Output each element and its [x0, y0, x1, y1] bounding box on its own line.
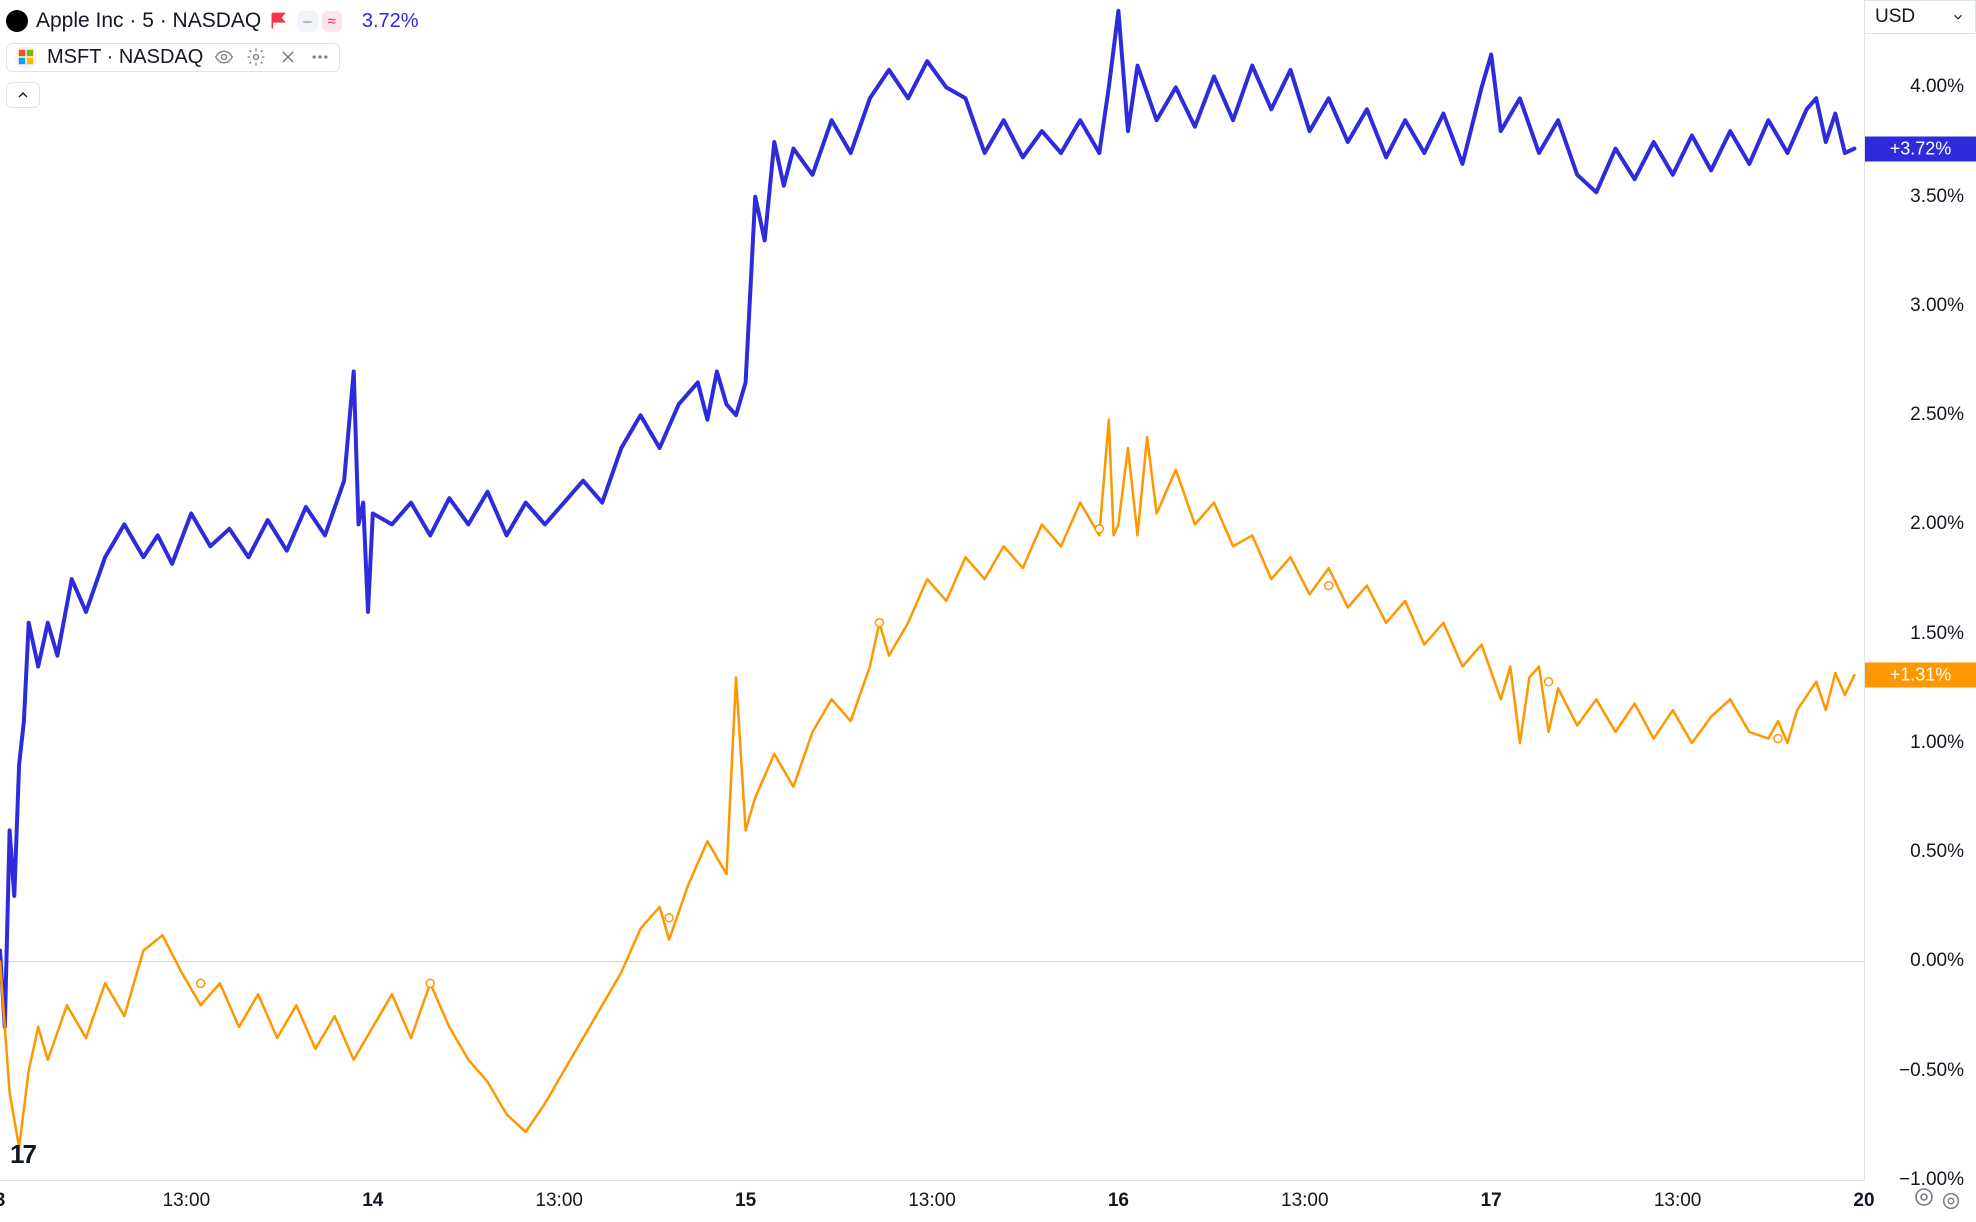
series-marker — [1095, 525, 1103, 533]
x-tick-label: 13:00 — [1654, 1190, 1702, 1212]
x-axis[interactable]: 313:001413:001513:001613:001713:0020 — [0, 1180, 1864, 1222]
x-tick-label: 13:00 — [163, 1190, 211, 1212]
y-tick-label: 2.00% — [1910, 513, 1964, 535]
chart-svg — [0, 0, 1864, 1180]
msft-icon — [15, 46, 37, 68]
x-tick-label: 15 — [735, 1190, 756, 1212]
secondary-legend-box[interactable]: MSFT · NASDAQ — [6, 43, 340, 72]
eye-icon[interactable] — [213, 46, 235, 68]
y-tick-label: −0.50% — [1899, 1060, 1964, 1082]
y-tick-label: 1.00% — [1910, 732, 1964, 754]
series-marker — [1774, 735, 1782, 743]
chart-plot-area[interactable] — [0, 0, 1864, 1180]
series-marker — [1325, 582, 1333, 590]
legend-secondary-row: MSFT · NASDAQ — [6, 42, 419, 72]
y-tick-label: 3.00% — [1910, 295, 1964, 317]
collapse-legend-button[interactable] — [6, 82, 40, 108]
x-tick-label: 3 — [0, 1190, 5, 1212]
y-axis[interactable]: 4.00% 3.50% 3.00% 2.50% 2.00% 1.50% 1.00% 0.50%… — [1864, 0, 1976, 1180]
series-msft — [0, 420, 1854, 1148]
chart-settings-icon[interactable] — [1912, 1185, 1936, 1214]
series-marker — [197, 979, 205, 987]
pill-approx[interactable]: ≈ — [322, 11, 342, 32]
x-tick-label: 17 — [1481, 1190, 1502, 1212]
y-tick-label: 3.50% — [1910, 186, 1964, 208]
series-marker — [875, 619, 883, 627]
series-marker — [665, 914, 673, 922]
pill-group: – ≈ — [297, 11, 342, 32]
x-tick-label: 13:00 — [908, 1190, 956, 1212]
y-tick-label: 2.50% — [1910, 404, 1964, 426]
chevron-down-icon — [1951, 10, 1965, 24]
gear-icon[interactable] — [245, 46, 267, 68]
series-marker — [1545, 678, 1553, 686]
apple-icon — [6, 10, 28, 32]
y-price-badge: +3.72% — [1865, 136, 1976, 161]
legend-primary-row[interactable]: Apple Inc · 5 · NASDAQ – ≈ 3.72% — [6, 6, 419, 36]
chart-legend: Apple Inc · 5 · NASDAQ – ≈ 3.72% MSFT · … — [6, 6, 419, 108]
primary-pct: 3.72% — [362, 10, 419, 33]
x-tick-label: 20 — [1853, 1190, 1874, 1212]
series-marker — [426, 979, 434, 987]
series-aapl — [0, 11, 1854, 1027]
pill-dash[interactable]: – — [297, 11, 317, 32]
x-tick-label: 14 — [362, 1190, 383, 1212]
close-icon[interactable] — [277, 46, 299, 68]
y-tick-label: 0.00% — [1910, 950, 1964, 972]
x-tick-label: 16 — [1108, 1190, 1129, 1212]
tradingview-logo: 17 — [10, 1139, 35, 1170]
flag-icon — [269, 11, 289, 31]
y-tick-label: 4.00% — [1910, 76, 1964, 98]
axis-settings-icon[interactable] — [1938, 1188, 1964, 1214]
currency-value: USD — [1875, 6, 1915, 28]
x-tick-label: 13:00 — [1281, 1190, 1329, 1212]
y-price-badge: +1.31% — [1865, 663, 1976, 688]
currency-select[interactable]: USD — [1864, 0, 1976, 34]
y-tick-label: 1.50% — [1910, 623, 1964, 645]
x-tick-label: 13:00 — [535, 1190, 583, 1212]
y-tick-label: 0.50% — [1910, 841, 1964, 863]
primary-symbol-title: Apple Inc · 5 · NASDAQ — [36, 9, 261, 33]
secondary-symbol-title: MSFT · NASDAQ — [47, 46, 203, 69]
more-icon[interactable] — [309, 46, 331, 68]
